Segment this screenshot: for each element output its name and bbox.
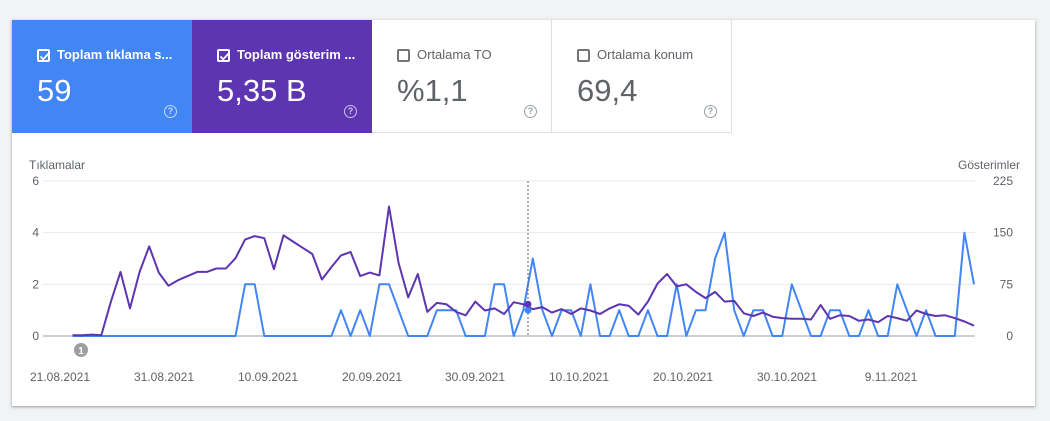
x-tick-label: 30.09.2021 — [445, 370, 505, 384]
right-axis-title: Gösterimler — [958, 158, 1020, 172]
help-icon[interactable]: ? — [344, 105, 357, 118]
left-tick-label: 4 — [32, 226, 39, 240]
metric-label: Toplam tıklama s... — [57, 47, 173, 62]
x-axis-labels: 21.08.2021 31.08.2021 10.09.2021 20.09.2021… — [30, 370, 918, 384]
help-icon[interactable]: ? — [704, 105, 717, 118]
axis-ticks: 6 225 4 150 2 75 0 0 — [32, 174, 1013, 343]
metric-value: 69,4 — [577, 73, 638, 108]
left-tick-label: 2 — [32, 277, 39, 291]
x-tick-label: 10.09.2021 — [238, 370, 298, 384]
metric-label: Ortalama TO — [417, 47, 492, 62]
impressions-series-line — [72, 205, 975, 337]
right-tick-label: 225 — [993, 174, 1013, 188]
annotation-marker[interactable]: 1 — [74, 343, 88, 357]
checkbox-icon[interactable] — [397, 49, 410, 62]
right-tick-label: 150 — [993, 226, 1013, 240]
checkbox-icon[interactable] — [217, 49, 230, 62]
right-tick-label: 0 — [1006, 329, 1013, 343]
annotation-circle — [74, 343, 88, 357]
metric-label: Ortalama konum — [597, 47, 694, 62]
hover-point-impressions — [524, 300, 532, 308]
metric-value: 59 — [37, 73, 72, 108]
metric-value: %1,1 — [397, 73, 468, 108]
left-tick-label: 6 — [32, 174, 39, 188]
checkbox-icon[interactable] — [577, 49, 590, 62]
x-tick-label: 31.08.2021 — [134, 370, 194, 384]
left-tick-label: 0 — [32, 329, 39, 343]
annotation-label: 1 — [78, 346, 84, 357]
performance-card: Toplam tıklama s... 59 ? Toplam gösterim… — [12, 20, 1035, 406]
metric-value: 5,35 B — [217, 73, 307, 108]
x-tick-label: 9.11.2021 — [865, 370, 918, 384]
help-icon[interactable]: ? — [164, 105, 177, 118]
hover-point-clicks — [524, 306, 532, 314]
x-tick-label: 10.10.2021 — [549, 370, 609, 384]
left-axis-title: Tıklamalar — [29, 158, 85, 172]
metric-tile-position[interactable]: Ortalama konum 69,4 ? — [552, 20, 732, 133]
metric-tile-clicks[interactable]: Toplam tıklama s... 59 ? — [12, 20, 192, 133]
help-icon[interactable]: ? — [524, 105, 537, 118]
x-tick-label: 21.08.2021 — [30, 370, 90, 384]
checkbox-icon[interactable] — [37, 49, 50, 62]
right-tick-label: 75 — [1000, 277, 1014, 291]
hover-indicator — [524, 181, 532, 336]
series-lines — [72, 205, 975, 337]
metric-tiles: Toplam tıklama s... 59 ? Toplam gösterim… — [12, 20, 732, 133]
x-tick-label: 20.09.2021 — [342, 370, 402, 384]
performance-chart[interactable]: Tıklamalar Gösterimler 6 225 4 150 2 75 0 0 21.… — [12, 20, 1035, 406]
x-tick-label: 20.10.2021 — [653, 370, 713, 384]
metric-label: Toplam gösterim ... — [237, 47, 356, 62]
clicks-series-line — [72, 231, 975, 337]
metric-tile-ctr[interactable]: Ortalama TO %1,1 ? — [372, 20, 552, 133]
x-tick-label: 30.10.2021 — [757, 370, 817, 384]
metric-tile-impressions[interactable]: Toplam gösterim ... 5,35 B ? — [192, 20, 372, 133]
